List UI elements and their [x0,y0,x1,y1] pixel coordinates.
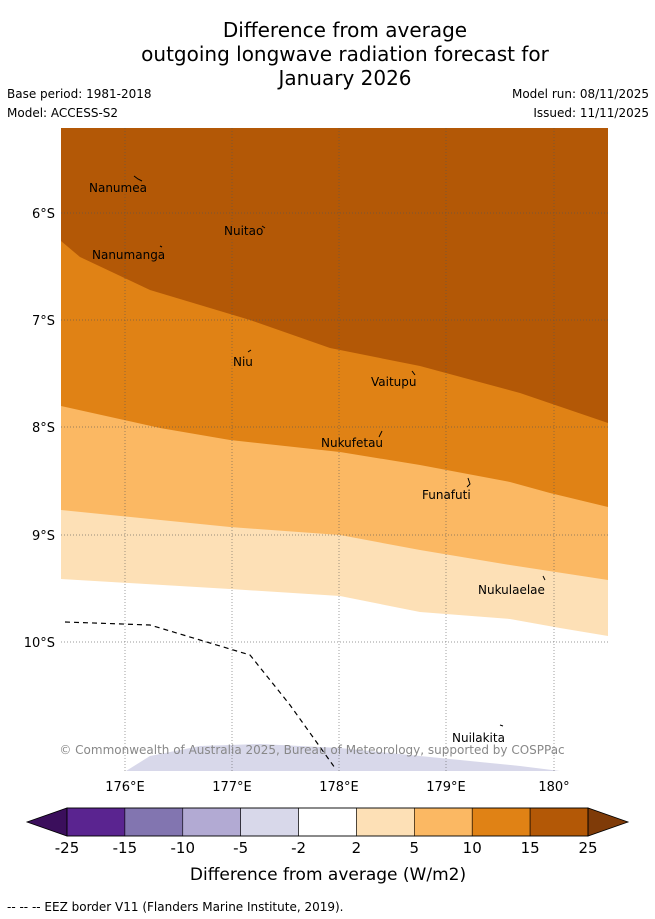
lat-labels: 6°S 7°S 8°S 9°S 10°S [24,207,55,651]
title-line-1: Difference from average [222,18,468,42]
lat-label-7s: 7°S [32,314,55,329]
colorbar-cell [356,807,415,837]
lon-label-176e: 176°E [105,780,145,795]
lon-label-177e: 177°E [212,780,252,795]
colorbar-label: Difference from average (W/m2) [190,865,466,885]
lon-label-178e: 178°E [319,780,359,795]
colorbar-min-arrow [25,807,68,837]
colorbar-cell [124,807,184,837]
colorbar-tick-label: -2 [291,839,306,857]
issued-text: Issued: 11/11/2025 [533,106,649,120]
colorbar-tick-label: -10 [171,839,196,857]
lon-labels: 176°E 177°E 178°E 179°E 180° [105,780,569,795]
place-funafuti: Funafuti [422,488,471,502]
colorbar-tick-label: 5 [410,839,420,857]
chart-title: Difference from average outgoing longwav… [0,18,655,90]
place-nanumea: Nanumea [89,181,147,195]
map-area: Nanumea Nuitao Nanumanga Niu Vaitupu Nuk… [59,128,608,771]
lon-label-180: 180° [538,780,569,795]
colorbar-cell [529,807,589,837]
place-niu: Niu [233,355,253,369]
island-marks [133,175,546,727]
base-period-text: Base period: 1981-2018 [7,87,152,101]
place-labels: Nanumea Nuitao Nanumanga Niu Vaitupu Nuk… [89,181,545,745]
colorbar-tick-label: 10 [463,839,482,857]
grid-lines [61,128,608,771]
colorbar-cell [298,807,357,837]
eez-legend-note: -- -- -- EEZ border V11 (Flanders Marine… [7,900,344,914]
place-nuilakita: Nuilakita [452,731,505,745]
model-text: Model: ACCESS-S2 [7,106,119,120]
colorbar-cell [66,807,126,837]
colorbar-cell [471,807,531,837]
colorbar-cell [240,807,299,837]
colorbar-tick-label: -15 [113,839,138,857]
band-15-to-25 [61,128,608,423]
place-nanumanga: Nanumanga [92,248,165,262]
colorbar-frame [66,807,589,837]
place-nuitao: Nuitao [224,224,263,238]
place-nukulaelae: Nukulaelae [478,583,545,597]
lat-label-6s: 6°S [32,207,55,222]
model-run-text: Model run: 08/11/2025 [511,87,649,101]
copyright-text: © Commonwealth of Australia 2025, Bureau… [59,743,564,757]
lon-label-179e: 179°E [426,780,466,795]
colorbar-tick-label: 25 [578,839,597,857]
colorbar-cell [414,807,473,837]
lat-label-9s: 9°S [32,529,55,544]
lat-label-8s: 8°S [32,421,55,436]
colorbar-tick-label: 2 [352,839,362,857]
colorbar-tick-label: 15 [521,839,540,857]
place-vaitupu: Vaitupu [371,375,417,389]
title-line-2: outgoing longwave radiation forecast for [141,42,549,66]
place-nukufetau: Nukufetau [321,436,383,450]
title-line-3: January 2026 [278,66,412,90]
colorbar-max-arrow [587,807,630,837]
colorbar-tick-label: -5 [233,839,248,857]
colorbar: -25 -15 -10 -5 -2 2 5 10 15 25 Difference from av… [25,807,630,885]
band-neg2-to-neg5 [126,744,560,771]
lat-label-10s: 10°S [24,636,55,651]
eez-border [64,621,336,769]
colorbar-tick-label: -25 [55,839,80,857]
colorbar-cell [182,807,241,837]
